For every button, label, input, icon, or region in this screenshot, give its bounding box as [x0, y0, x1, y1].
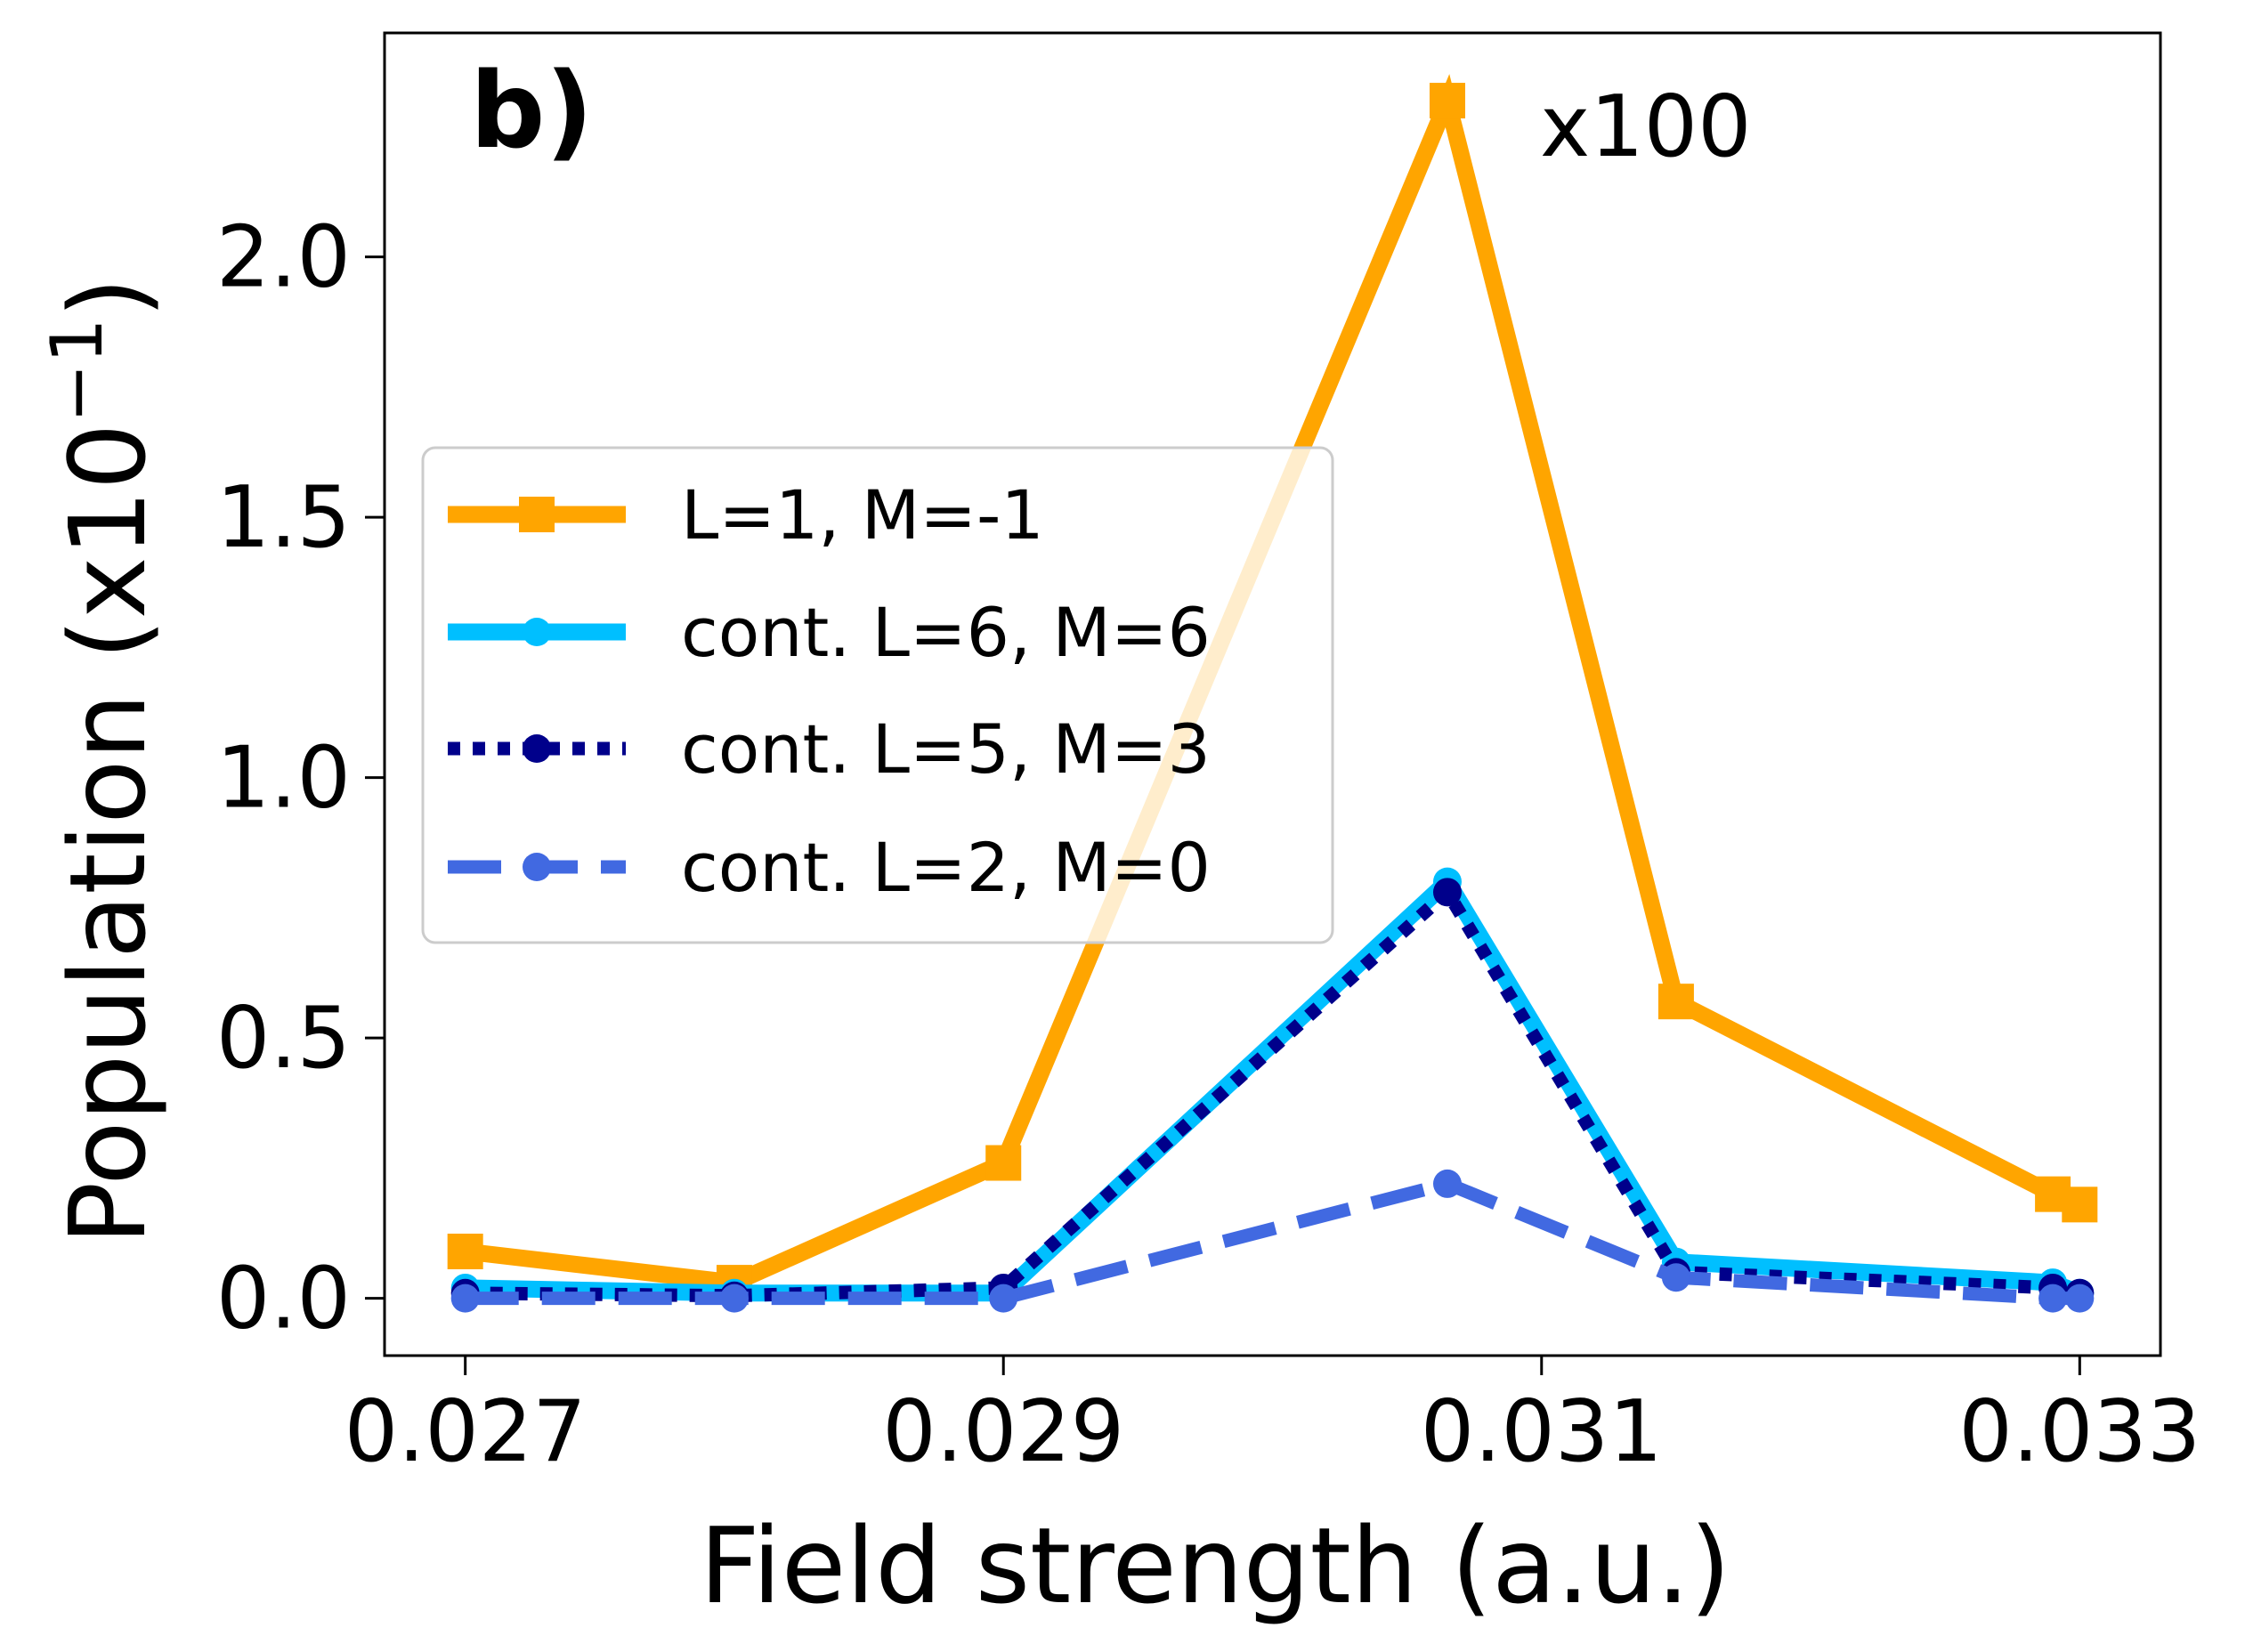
legend-box: [421, 446, 1334, 944]
data-point: [2065, 1284, 2095, 1313]
data-point: [985, 1145, 1022, 1181]
legend-label: cont. L=2, M=0: [681, 828, 1211, 907]
data-point: [719, 1284, 749, 1313]
series-layer: [447, 74, 2098, 1313]
data-point: [450, 1284, 480, 1313]
data-point: [1432, 1169, 1462, 1198]
y-tick-label: 1.5: [216, 469, 351, 567]
x-tick-label: 0.031: [1421, 1383, 1663, 1481]
series-4: [450, 1169, 2095, 1313]
legend-entry-4: cont. L=2, M=0: [448, 828, 1211, 907]
data-point: [2062, 1186, 2098, 1223]
legend-label: cont. L=6, M=6: [681, 593, 1211, 672]
legend-label: cont. L=5, M=3: [681, 709, 1211, 789]
y-axis-label: Population (x10−1): [36, 277, 169, 1244]
scale-annotation: x100: [1540, 78, 1752, 176]
data-point: [447, 1233, 483, 1269]
panel-label: b): [470, 49, 593, 172]
x-tick-label: 0.029: [882, 1383, 1124, 1481]
legend-swatch-marker: [519, 497, 555, 532]
data-point: [1661, 1263, 1690, 1292]
x-tick-label: 0.027: [344, 1383, 587, 1481]
data-point: [2038, 1284, 2068, 1313]
legend-swatch-marker: [523, 618, 551, 646]
legend-entry-1: L=1, M=-1: [448, 475, 1044, 555]
legend-entry-2: cont. L=6, M=6: [448, 593, 1211, 672]
ticks-layer: 0.027 0.029 0.031 0.033 0.0 0.5 1.0 1.5 2.0: [216, 209, 2200, 1481]
x-tick-label: 0.033: [1958, 1383, 2200, 1481]
legend-entry-3: cont. L=5, M=3: [448, 709, 1211, 789]
x-axis-label: Field strength (a.u.): [700, 1504, 1731, 1627]
legend-swatch-marker: [523, 853, 551, 881]
legend-label: L=1, M=-1: [681, 475, 1044, 555]
legend-swatch-marker: [523, 734, 551, 763]
plot-frame: [383, 31, 2162, 1357]
data-point: [1429, 83, 1465, 119]
y-tick-label: 0.0: [216, 1251, 351, 1348]
legend: L=1, M=-1 cont. L=6, M=6 cont. L=5, M=3 con…: [421, 446, 1334, 944]
data-point: [989, 1284, 1018, 1313]
y-axis-label-suffix: ): [46, 277, 169, 318]
y-tick-label: 2.0: [216, 209, 351, 307]
y-tick-label: 1.0: [216, 730, 351, 828]
y-tick-label: 0.5: [216, 990, 351, 1088]
data-point: [1432, 878, 1462, 907]
y-axis-label-prefix: Population (x10: [46, 423, 169, 1245]
data-point: [1657, 984, 1694, 1020]
y-axis-label-exponent: −1: [36, 318, 118, 423]
